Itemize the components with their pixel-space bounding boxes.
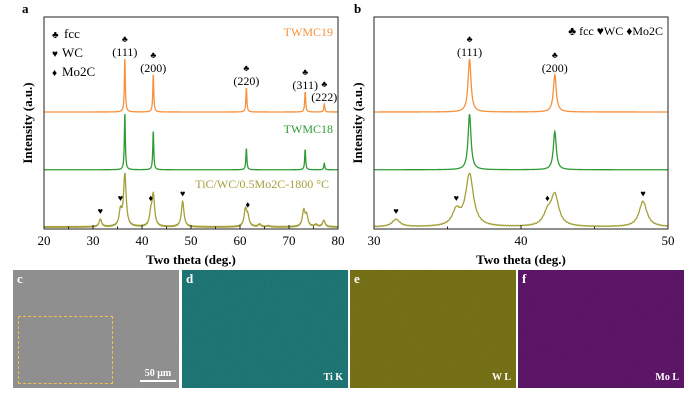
fcc-marker-icon: ♣ (302, 67, 308, 77)
x-tick-label: 30 (87, 233, 100, 248)
element-label-ti: Ti K (323, 372, 343, 383)
panel-label-e: e (354, 271, 360, 286)
fcc-marker-icon: ♣ (243, 63, 249, 73)
wc-marker-icon: ♥ (98, 206, 103, 216)
y-axis-label-b: Intensity (a.u.) (350, 82, 365, 163)
x-tick-label: 70 (283, 233, 296, 248)
panel-label-c: c (17, 271, 23, 286)
legend-fcc-symbol: ♣ (52, 30, 59, 41)
panel-label-b: b (354, 1, 361, 16)
mo2c-marker-icon: ♦ (246, 199, 251, 209)
series-line-2 (373, 172, 669, 228)
eds-map-mo: f Mo L (518, 270, 684, 388)
plot-frame (373, 16, 669, 230)
hkl-label: (311) (292, 78, 318, 92)
eds-map-w: e W L (350, 270, 516, 388)
sem-image: c 50 μm (13, 270, 179, 388)
eds-map-ti: d Ti K (182, 270, 348, 388)
legend-a: ♣ fcc ♥ WC ♦ Mo2C (52, 26, 95, 79)
panel-label-d: d (186, 271, 194, 286)
hkl-label: (200) (542, 61, 568, 75)
fcc-marker-icon: ♣ (321, 79, 327, 89)
scale-bar-label: 50 μm (144, 368, 172, 379)
y-axis-label-a: Intensity (a.u.) (20, 82, 35, 163)
x-tick-label: 40 (515, 233, 528, 248)
fcc-marker-icon: ♣ (467, 34, 473, 44)
legend-mo2c-label: Mo2C (62, 64, 95, 79)
fcc-marker-icon: ♣ (122, 34, 128, 44)
selected-region-box (18, 316, 113, 384)
panel-label-a: a (22, 1, 29, 16)
x-axis-label-a: Two theta (deg.) (146, 252, 236, 267)
x-tick-label: 50 (662, 233, 675, 248)
wc-marker-icon: ♥ (454, 193, 459, 203)
x-tick-label: 60 (234, 233, 247, 248)
hkl-label: (111) (112, 45, 137, 59)
hkl-label: (200) (140, 61, 166, 75)
x-axis-label-b: Two theta (deg.) (476, 252, 566, 267)
x-tick-label: 50 (185, 233, 198, 248)
wc-marker-icon: ♥ (118, 193, 123, 203)
fcc-marker-icon: ♣ (552, 50, 558, 60)
series-line-1 (44, 114, 338, 171)
hkl-label: (222) (311, 90, 337, 104)
xrd-figure: a 20 30 40 50 60 70 80(111)♣(200)♣(220)♣(311)♣… (20, 1, 675, 267)
mo2c-marker-icon: ♦ (149, 193, 154, 203)
x-tick-label: 30 (368, 233, 381, 248)
x-tick-label: 20 (38, 233, 51, 248)
wc-marker-icon: ♥ (393, 206, 398, 216)
element-label-mo: Mo L (655, 372, 679, 383)
wc-marker-icon: ♥ (180, 188, 185, 198)
xrd-panel-b: 30 40 50(111)♣(200)♣♥♥ ♦ ♥ (368, 16, 675, 248)
series-line-0 (374, 58, 668, 113)
x-tick-label: 40 (136, 233, 149, 248)
series-label-twmc19: TWMC19 (284, 25, 333, 39)
scale-bar: 50 μm (137, 368, 179, 382)
mo2c-marker-icon: ♦ (545, 193, 550, 203)
panel-label-f: f (522, 271, 527, 286)
element-label-w: W L (492, 372, 511, 383)
legend-b: ♣ fcc ♥WC ♦Mo2C (568, 24, 663, 38)
legend-wc-symbol: ♥ (52, 49, 58, 60)
wc-marker-icon: ♥ (640, 188, 645, 198)
legend-fcc-label: fcc (64, 26, 80, 41)
series-line-0 (44, 58, 338, 113)
series-label-twmc18: TWMC18 (284, 122, 333, 136)
series-label-tic-wc-mo2c: TiC/WC/0.5Mo2C-1800 °C (195, 177, 329, 191)
hkl-label: (111) (457, 45, 482, 59)
xrd-panel-a: 20 30 40 50 60 70 80(111)♣(200)♣(220)♣(311)♣(2… (38, 16, 345, 248)
hkl-label: (220) (233, 74, 259, 88)
legend-wc-label: WC (62, 45, 83, 60)
fcc-marker-icon: ♣ (150, 50, 156, 60)
legend-mo2c-symbol: ♦ (52, 68, 57, 79)
series-line-1 (374, 113, 668, 171)
x-tick-label: 80 (332, 233, 345, 248)
